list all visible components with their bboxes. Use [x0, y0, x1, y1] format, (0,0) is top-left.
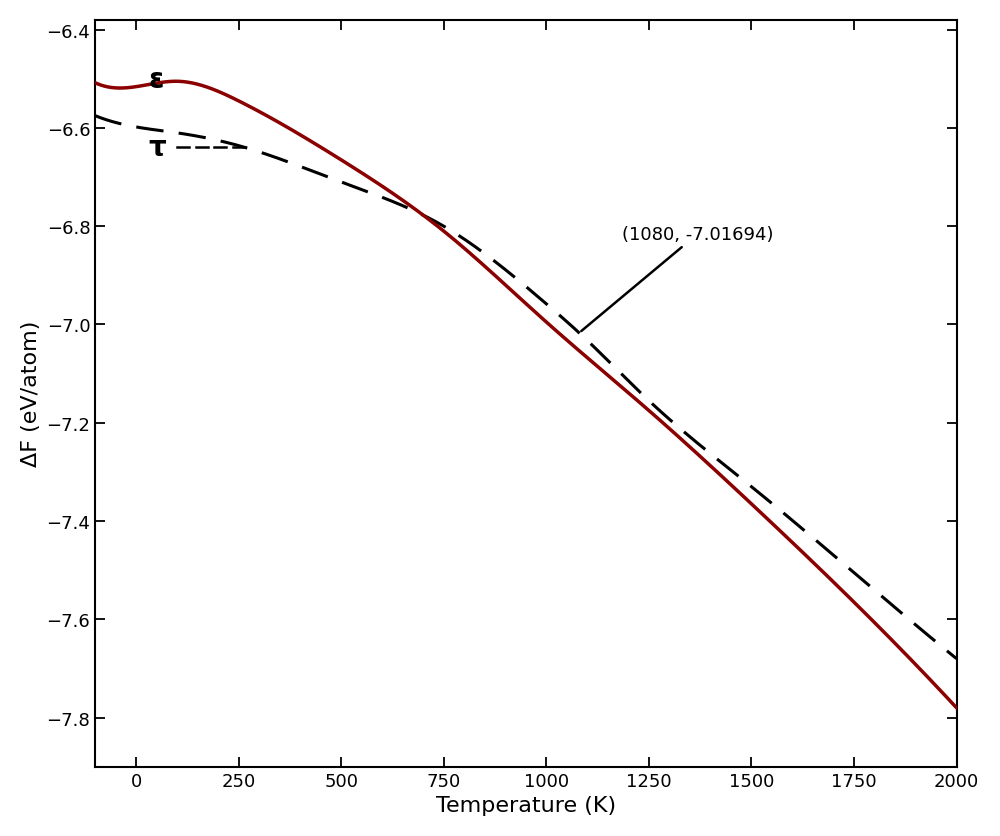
- Y-axis label: ΔF (eV/atom): ΔF (eV/atom): [21, 321, 41, 467]
- Text: (1080, -7.01694): (1080, -7.01694): [581, 226, 774, 332]
- Text: ε: ε: [148, 66, 164, 94]
- X-axis label: Temperature (K): Temperature (K): [436, 795, 616, 815]
- Text: τ: τ: [148, 134, 166, 161]
